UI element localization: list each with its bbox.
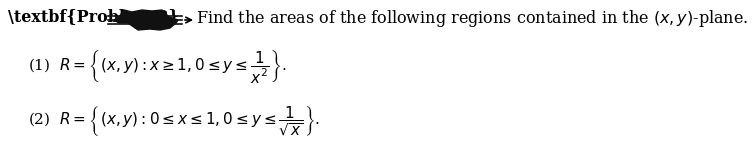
Text: (1)  $R = \left\{(x,y) : x \geq 1, 0 \leq y \leq \dfrac{1}{x^2}\right\}.$: (1) $R = \left\{(x,y) : x \geq 1, 0 \leq… bbox=[28, 48, 287, 85]
Text: (2)  $R = \left\{(x,y) : 0 \leq x \leq 1, 0 \leq y \leq \dfrac{1}{\sqrt{x}}\righ: (2) $R = \left\{(x,y) : 0 \leq x \leq 1,… bbox=[28, 105, 320, 139]
Text: Find the areas of the following regions contained in the $(x, y)$-plane.: Find the areas of the following regions … bbox=[196, 8, 748, 29]
Polygon shape bbox=[114, 10, 178, 30]
Text: \textbf{Problem 3}: \textbf{Problem 3} bbox=[8, 8, 178, 25]
